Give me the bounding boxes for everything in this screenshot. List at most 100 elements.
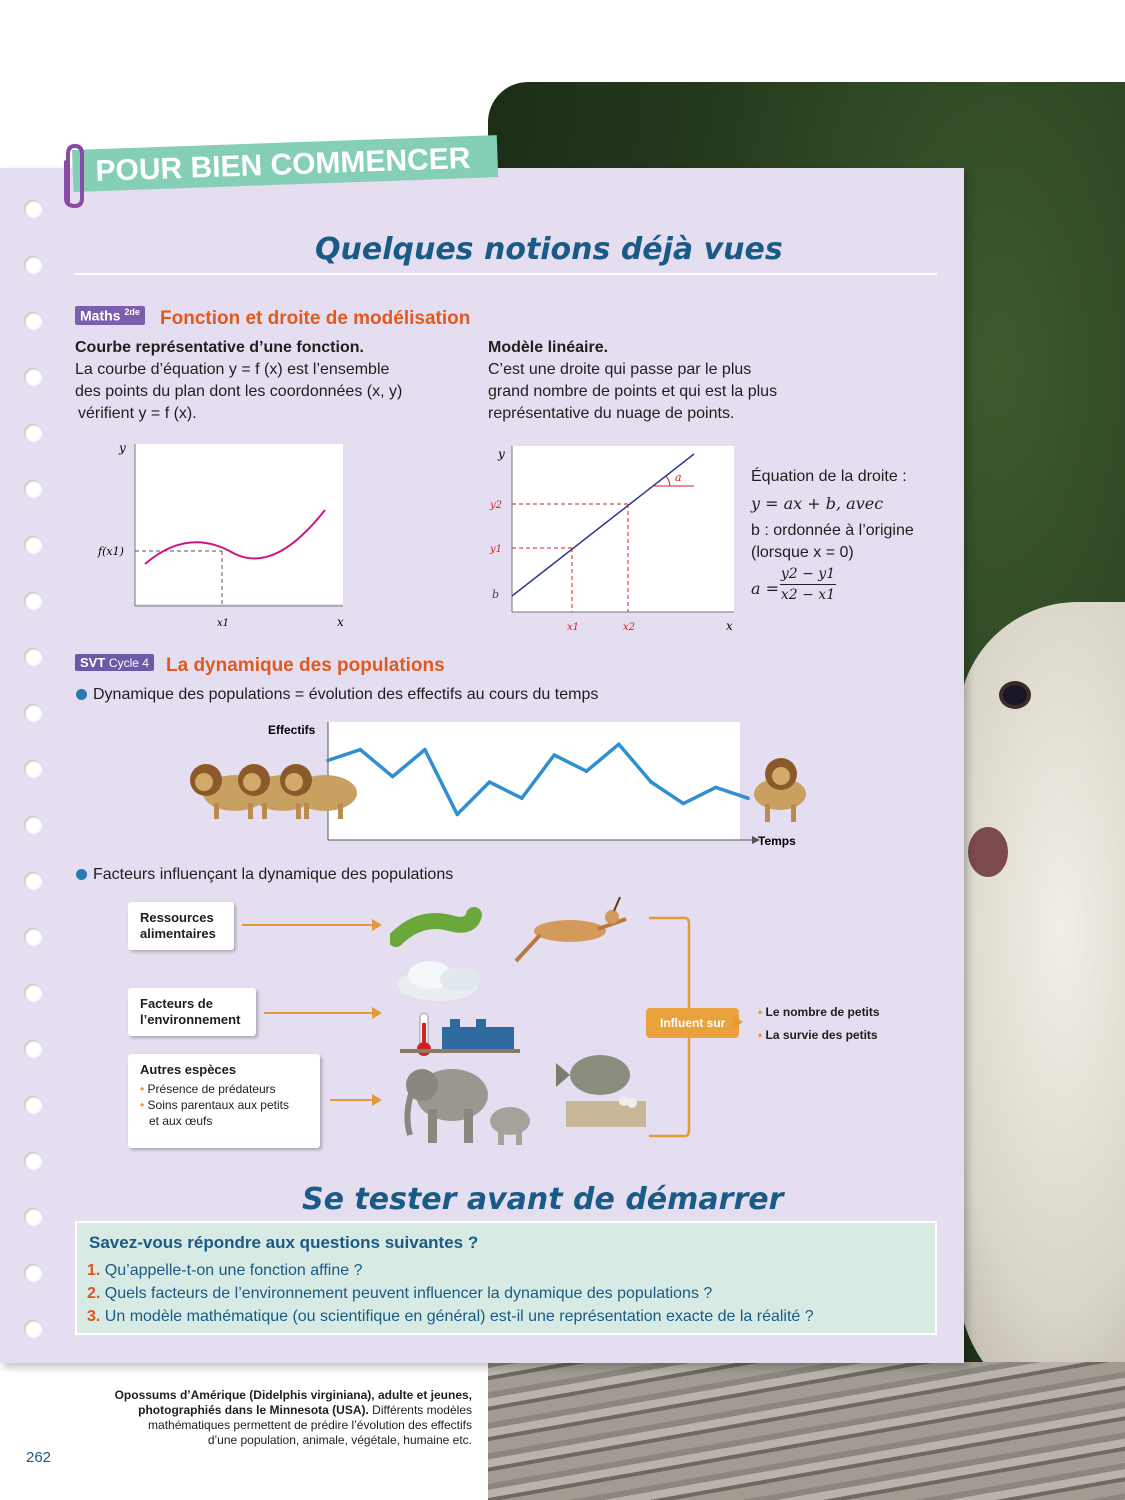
binder-hole [24,424,42,442]
maths-right-heading: Modèle linéaire. [488,339,609,356]
factor-box-environment-line-1: Facteurs de [140,996,213,1011]
binder-hole [24,1320,42,1338]
questions-header: Savez-vous répondre aux questions suivan… [89,1233,479,1252]
factor-box-environment-line-2: l’environnement [140,1012,241,1027]
function-curve-graph: y x f(x1) x1 [97,441,344,629]
outcome-2: • La survie des petits [758,1028,878,1042]
binder-hole [24,648,42,666]
maths-left-text-1: La courbe d’équation y = f (x) est l’ens… [75,361,390,378]
factor-box-species-item-2: • Soins parentaux aux petits [140,1098,289,1112]
binder-hole [24,704,42,722]
binder-hole [24,1152,42,1170]
lion-icon [280,764,357,819]
binder-hole [24,480,42,498]
graph2-angle-label: a [675,471,682,484]
arrow-head-icon [372,919,382,931]
arrow-head-icon [372,1094,382,1106]
factor-box-species-item-2b: et aux œufs [149,1114,213,1128]
binder-hole [24,984,42,1002]
arrow-head-icon [733,1016,743,1028]
regression-line [511,453,695,597]
population-point [455,812,460,817]
question-number: 2. [87,1285,101,1302]
caption-line-2: photographiés dans le Minnesota (USA). D… [40,1403,472,1418]
maths-right-text-1: C’est une droite qui passe par le plus [488,361,752,378]
slope-denominator: x2 − x1 [780,587,836,603]
chart-y-label: Effectifs [268,723,316,737]
svt-tag: SVT Cycle 4 [75,654,154,672]
lion-group-icon [190,764,357,819]
caption-line-2-bold: photographiés dans le Minnesota (USA). [138,1403,369,1417]
lion-icon [754,758,806,822]
graph2-y2-label: y2 [489,500,502,511]
graph2-x1-label: x1 [567,622,579,633]
svt-bullet-2-text: Facteurs influençant la dynamique des po… [93,866,454,883]
binder-hole [24,816,42,834]
population-point [746,796,750,800]
equation-formula: y = ax + b, avec [751,494,884,513]
binder-hole [24,760,42,778]
slope-numerator: y2 − y1 [780,566,836,585]
graph1-x1-label: x1 [217,618,229,629]
question-text: Qu’appelle-t-on une fonction affine ? [104,1262,363,1279]
question-text: Un modèle mathématique (ou scientifique … [104,1308,814,1325]
section-title: Quelques notions déjà vues [315,232,783,267]
binder-hole [24,1040,42,1058]
population-point [616,742,621,746]
graph2-y1-label: y1 [489,544,502,555]
factor-box-food: Ressources alimentaires [128,902,234,950]
opossum-fur [958,602,1125,1422]
population-point [552,753,556,757]
factor-box-species: Autres espèces • Présence de prédateurs … [128,1054,320,1148]
arrow-environment [264,1012,372,1014]
photo-caption: Opossums d’Amérique (Didelphis virginian… [40,1388,472,1448]
maths-title: Fonction et droite de modélisation [160,308,471,329]
page-number: 262 [26,1449,52,1466]
caption-line-3: mathématiques permettent de prédire l’év… [148,1418,472,1432]
equation-intro: Équation de la droite : [751,468,907,485]
binder-hole [24,200,42,218]
svt-tag-cycle: Cycle 4 [108,656,149,670]
maths-left-heading: Courbe représentative d’une fonction. [75,339,364,356]
binder-hole [24,592,42,610]
equation-a-label: a = [751,579,780,598]
maths-right-text-3: représentative du nuage de points. [488,405,735,422]
cloud-icon [398,961,480,1001]
linear-model-graph: y x a y2 y1 b x1 x2 [489,446,734,633]
svt-bullet-1: Dynamique des populations = évolution de… [76,684,598,706]
factory-icon [400,1019,520,1053]
population-point [326,758,330,763]
population-point [713,785,718,790]
caterpillar-icon [390,907,482,947]
svt-bullet-1-text: Dynamique des populations = évolution de… [93,686,599,703]
maths-tag-level: 2de [124,307,140,317]
outcome-1-text: Le nombre de petits [765,1005,880,1019]
question-number: 3. [87,1308,101,1325]
graph1-x-label: x [337,615,344,629]
factor-box-environment: Facteurs de l’environnement [128,988,256,1036]
binder-hole [24,256,42,274]
outcome-2-text: La survie des petits [765,1028,878,1042]
graph-plot-area [512,446,734,612]
opossum-eye [1003,685,1027,705]
arrow-species [330,1099,372,1101]
outcome-1: • Le nombre de petits [758,1005,880,1019]
svt-title: La dynamique des populations [166,655,445,676]
population-point [358,747,363,752]
population-point [487,780,492,784]
function-curve [144,509,326,565]
arrow-head-icon [372,1007,382,1019]
population-chart: Effectifs Temps [190,722,806,848]
divider [75,273,937,275]
caption-line-4: d’une population, animale, végétale, hum… [207,1433,472,1447]
population-point [423,747,427,752]
questions-box: Savez-vous répondre aux questions suivan… [75,1221,937,1335]
bullet-icon [76,869,87,881]
graph2-b-label: b [492,588,499,601]
influent-label: Influent sur [646,1008,740,1038]
graph1-y-label: y [118,441,126,455]
question-item: 3. Un modèle mathématique (ou scientifiq… [87,1305,932,1328]
arrow-food [242,924,372,926]
svt-bullet-2: Facteurs influençant la dynamique des po… [76,864,453,886]
caption-line-1: Opossums d’Amérique (Didelphis virginian… [114,1388,472,1402]
